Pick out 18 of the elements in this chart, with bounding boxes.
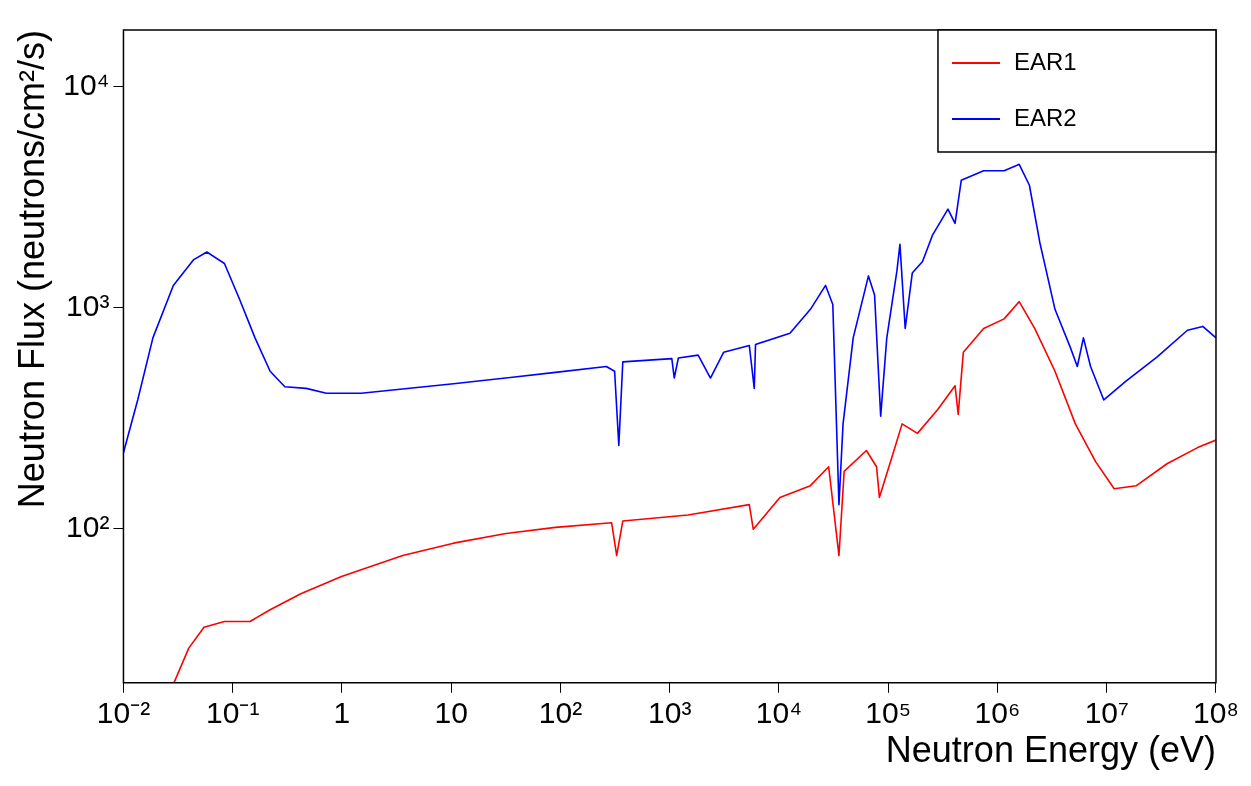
x-tick-label: 10⁶ [974, 696, 1021, 730]
x-tick-label: 10⁸ [1192, 696, 1239, 730]
x-tick-label: 10³ [648, 696, 692, 730]
x-tick-label: 10⁻¹ [206, 696, 260, 730]
x-tick-label: 10² [538, 696, 583, 730]
x-axis-title: Neutron Energy (eV) [885, 729, 1216, 771]
x-tick-label: 10⁴ [755, 696, 803, 730]
y-tick-label: 10⁴ [63, 67, 110, 101]
y-axis-title: Neutron Flux (neutrons/cm²/s) [10, 30, 52, 509]
y-tick-label: 10³ [66, 288, 110, 322]
legend-label: EAR2 [1013, 103, 1077, 131]
y-tick-label: 10² [66, 509, 110, 543]
legend-label: EAR1 [1013, 47, 1077, 75]
x-tick-label: 10⁷ [1084, 696, 1129, 730]
x-tick-label: 10⁵ [865, 696, 912, 730]
x-tick-label: 10⁻² [96, 696, 151, 730]
x-tick-label: 10 [434, 696, 468, 730]
x-tick-label: 1 [333, 696, 351, 730]
